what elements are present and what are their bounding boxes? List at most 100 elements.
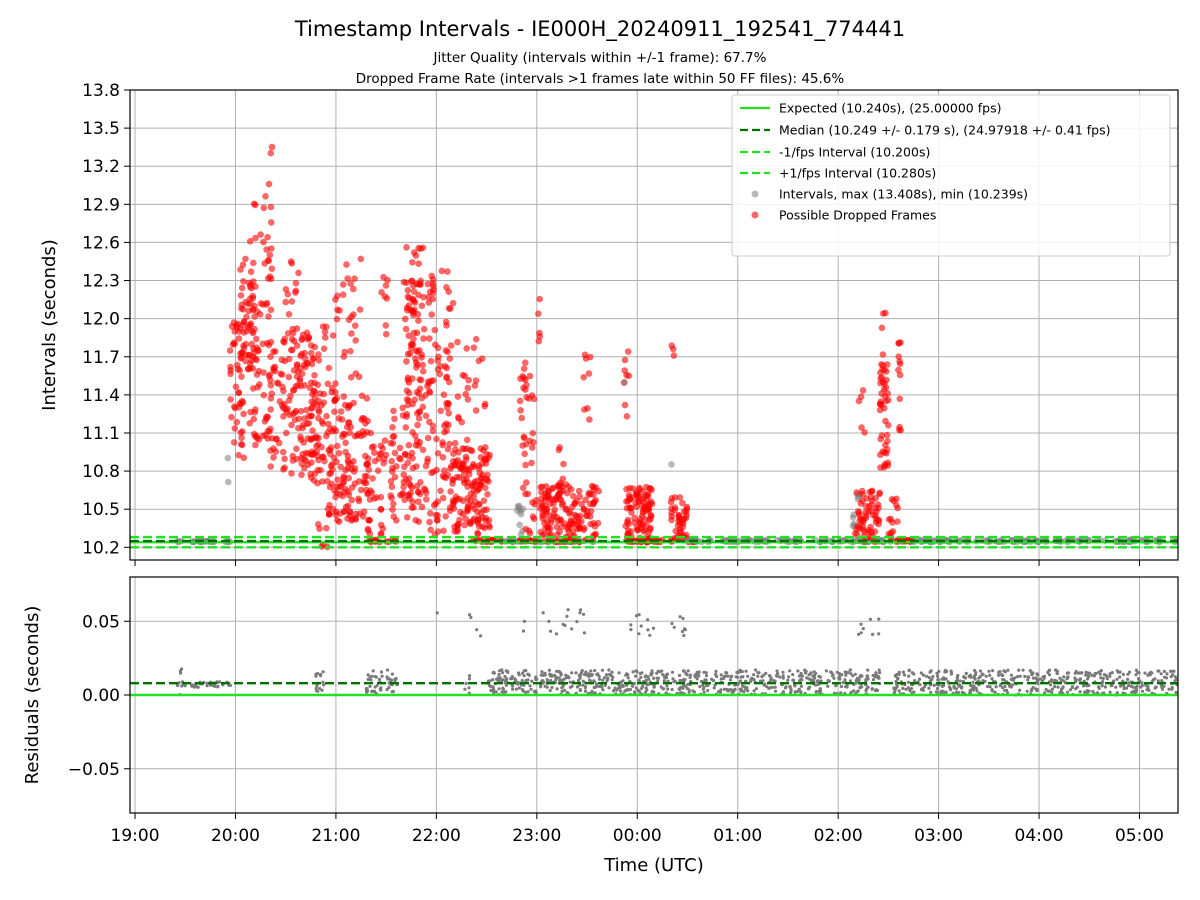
dropped-frame-point xyxy=(474,530,482,538)
dropped-frame-point xyxy=(380,273,387,281)
residual-point xyxy=(670,621,674,626)
dropped-frame-point xyxy=(371,449,378,457)
dropped-frame-point xyxy=(853,489,860,496)
dropped-frame-point xyxy=(862,502,870,510)
dropped-frame-point xyxy=(418,354,425,361)
intervals-y-ticks: 10.2 10.5 10.8 11.1 11.4 11.7 12.0 12.3 12.6 12.9… xyxy=(82,81,130,558)
residual-point xyxy=(541,611,545,615)
dropped-frame-point xyxy=(475,523,483,530)
residual-point xyxy=(697,670,701,674)
residual-point xyxy=(637,632,641,636)
residual-point xyxy=(314,672,318,676)
dropped-frame-point xyxy=(872,512,879,519)
residual-point xyxy=(834,684,838,688)
residual-point xyxy=(919,687,924,692)
dropped-frame-point xyxy=(235,335,243,342)
dropped-frame-point xyxy=(383,330,390,338)
dropped-frame-point xyxy=(379,445,387,452)
dropped-frame-point xyxy=(883,368,890,375)
residual-point xyxy=(787,675,791,679)
dropped-frame-point xyxy=(260,369,267,376)
dropped-frame-point xyxy=(867,523,874,531)
residual-point xyxy=(944,690,948,694)
residual-point xyxy=(607,686,611,690)
residual-point xyxy=(1099,669,1103,673)
residual-point xyxy=(568,680,572,684)
dropped-frame-point xyxy=(576,512,584,520)
dropped-frame-point xyxy=(409,400,416,408)
residual-point xyxy=(497,687,501,691)
residual-point xyxy=(1101,676,1105,681)
residual-point xyxy=(917,677,922,681)
residual-point xyxy=(712,679,716,683)
dropped-frame-point xyxy=(288,260,296,267)
dropped-frame-point xyxy=(293,455,301,463)
dropped-frame-point xyxy=(882,417,889,425)
chart-title: Timestamp Intervals - IE000H_20240911_19… xyxy=(294,17,905,42)
dropped-frame-point xyxy=(464,384,472,392)
dropped-frame-point xyxy=(315,357,323,364)
dropped-frame-point xyxy=(412,355,419,362)
residual-point xyxy=(1070,685,1075,689)
residual-point xyxy=(897,689,901,693)
dropped-frame-point xyxy=(356,306,364,313)
dropped-frame-point xyxy=(521,450,528,458)
dropped-frame-point xyxy=(680,520,687,527)
residual-point xyxy=(621,679,625,683)
dropped-frame-point xyxy=(415,498,422,506)
dropped-frame-point xyxy=(408,449,416,457)
dropped-frame-point xyxy=(358,392,366,400)
dropped-frame-point xyxy=(377,450,385,458)
dropped-frame-point xyxy=(317,466,324,474)
residual-point xyxy=(799,690,803,695)
dropped-frame-point xyxy=(529,513,537,520)
residual-point xyxy=(980,672,984,676)
residual-point xyxy=(719,688,723,692)
residual-point xyxy=(646,618,650,622)
residual-point xyxy=(1131,685,1135,689)
residual-point xyxy=(677,687,681,691)
residual-point xyxy=(791,678,795,682)
dropped-frame-point xyxy=(248,357,255,365)
dropped-frame-point xyxy=(248,284,255,292)
dropped-frame-point xyxy=(404,459,412,467)
dropped-frame-point xyxy=(234,361,241,369)
residual-point xyxy=(597,674,601,678)
residuals-y-ticks: −0.05 0.00 0.05 xyxy=(68,612,130,780)
residual-point xyxy=(318,686,322,691)
residual-point xyxy=(990,677,994,681)
dropped-frame-point xyxy=(301,415,308,422)
dropped-frame-point xyxy=(299,335,306,342)
residual-point xyxy=(946,680,950,684)
dropped-frame-point xyxy=(262,193,269,200)
residual-point xyxy=(1140,681,1144,685)
x-tick-label: 00:00 xyxy=(613,826,662,846)
dropped-frame-point xyxy=(866,488,873,496)
residual-point xyxy=(927,686,931,690)
residual-point xyxy=(729,675,733,679)
residual-point xyxy=(513,677,517,681)
residual-point xyxy=(492,690,496,694)
dropped-frame-point xyxy=(410,504,417,511)
dropped-frame-point xyxy=(419,403,427,411)
dropped-frame-point xyxy=(259,340,267,348)
residual-point xyxy=(521,629,526,633)
dropped-frame-point xyxy=(464,396,472,403)
residual-point xyxy=(380,674,384,678)
residual-point xyxy=(936,678,940,682)
dropped-frame-point xyxy=(345,316,353,324)
dropped-frame-point xyxy=(405,332,413,340)
dropped-frame-point xyxy=(478,475,485,483)
residual-point xyxy=(1078,678,1082,682)
dropped-frame-point xyxy=(297,365,304,372)
dropped-frame-point xyxy=(348,465,355,473)
legend-plus-fps-label: +1/fps Interval (10.280s) xyxy=(779,166,936,181)
dropped-frame-point xyxy=(401,450,409,458)
residual-point xyxy=(770,685,774,690)
residual-point xyxy=(683,628,688,632)
residual-point xyxy=(954,687,959,691)
intervals-y-tick-label: 13.8 xyxy=(82,81,120,101)
residual-point xyxy=(644,686,648,690)
dropped-frame-point xyxy=(387,439,395,447)
dropped-frame-point xyxy=(868,497,876,505)
